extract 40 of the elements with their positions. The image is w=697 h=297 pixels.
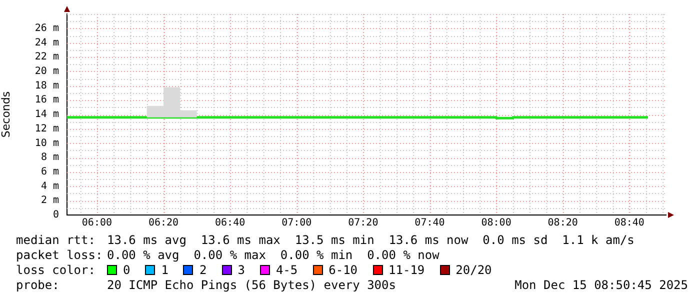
x-tick-label: 06:40	[215, 218, 246, 229]
text: 0	[123, 263, 130, 277]
y-axis-title: Seconds	[0, 91, 12, 138]
text: packet loss:	[16, 248, 103, 262]
x-tick-label: 06:20	[148, 218, 179, 229]
y-tick-label: 14 m	[34, 109, 59, 120]
y-tick-label: 2 m	[40, 195, 59, 206]
y-tick-label: 12 m	[34, 123, 59, 134]
x-tick-label: 06:00	[82, 218, 112, 229]
y-tick-label: 0	[52, 210, 59, 221]
y-tick-label: 20 m	[34, 66, 59, 78]
y-tick-label: 18 m	[34, 80, 59, 92]
x-tick-label: 07:00	[282, 218, 312, 229]
text: 20 ICMP Echo Pings (56 Bytes) every 300s	[107, 278, 396, 292]
y-tick-label: 16 m	[34, 94, 59, 106]
text: 6-10	[328, 263, 358, 277]
y-tick-label: 22 m	[34, 52, 59, 63]
y-tick-label: 6 m	[40, 166, 59, 178]
text: loss color:	[16, 263, 96, 277]
y-tick-label: 4 m	[40, 180, 59, 192]
x-tick-label: 08:40	[614, 218, 644, 229]
y-tick-label: 8 m	[40, 152, 59, 164]
y-tick-label: 26 m	[34, 22, 59, 34]
x-tick-label: 07:40	[414, 218, 445, 229]
text: 13.6 ms avg 13.6 ms max 13.5 ms min 13.6 ms now 0.0 ms sd 1.1 k am/s	[107, 233, 634, 247]
text: median rtt:	[16, 233, 96, 247]
text: Mon Dec 15 08:50:45 2025	[514, 278, 688, 292]
text: 1	[161, 263, 168, 277]
text: probe:	[16, 278, 60, 292]
text: 2	[199, 263, 207, 277]
text: 20/20	[456, 263, 492, 277]
text: 0.00 % avg 0.00 % max 0.00 % min 0.00 % now	[107, 248, 440, 262]
y-tick-label: 10 m	[34, 138, 59, 149]
x-tick-label: 08:00	[481, 218, 512, 229]
x-tick-label: 07:20	[348, 218, 378, 229]
text: 11-19	[388, 263, 425, 277]
y-tick-label: 24 m	[34, 37, 59, 48]
text: 4-5	[276, 263, 298, 277]
x-tick-label: 08:20	[548, 218, 578, 229]
text: 3	[238, 263, 245, 277]
